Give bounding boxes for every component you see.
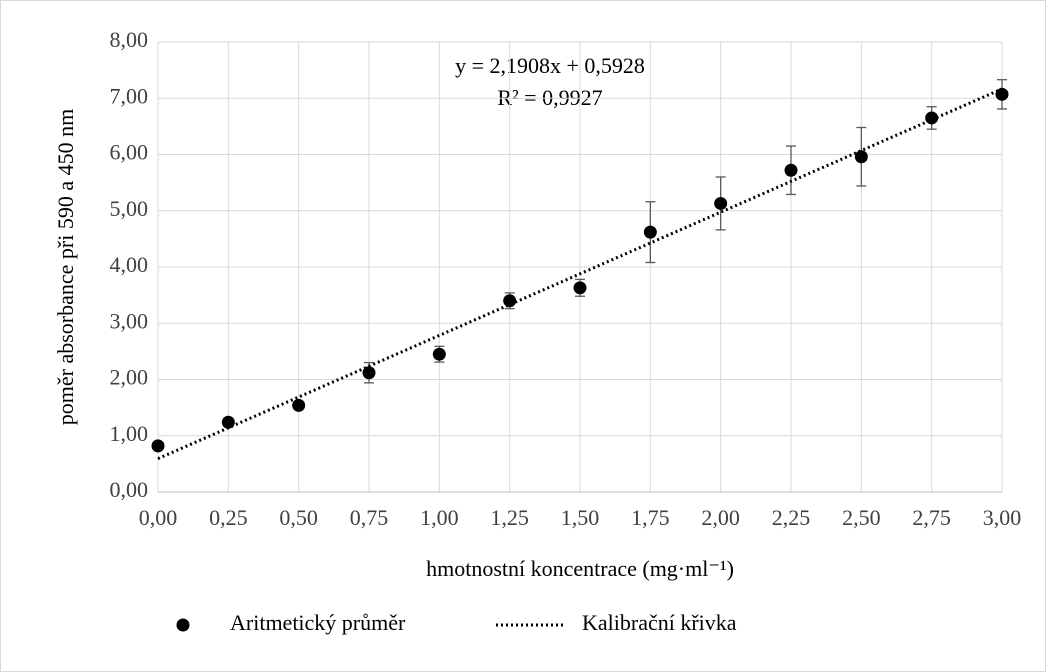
data-point (432, 347, 446, 361)
y-tick-label: 2,00 (110, 365, 149, 390)
x-tick-label: 1,50 (561, 505, 600, 530)
x-axis-label: hmotnostní koncentrace (mg·ml⁻¹) (426, 556, 734, 581)
data-point (503, 294, 517, 308)
y-tick-label: 5,00 (110, 196, 149, 221)
y-axis-label: poměr absorbance při 590 a 450 nm (53, 109, 78, 425)
data-point (292, 398, 306, 412)
trendline (157, 87, 1003, 461)
data-point (925, 111, 939, 125)
data-point (714, 196, 728, 210)
data-point (643, 225, 657, 239)
y-tick-label: 1,00 (110, 421, 149, 446)
x-tick-label: 0,50 (279, 505, 318, 530)
x-tick-label: 1,25 (490, 505, 529, 530)
y-tick-label: 6,00 (110, 140, 149, 165)
trend-r2: R² = 0,9927 (497, 85, 602, 110)
legend-marker (176, 618, 190, 632)
x-tick-label: 2,25 (772, 505, 811, 530)
x-tick-label: 3,00 (983, 505, 1022, 530)
data-point (151, 439, 165, 453)
legend-label: Aritmetický průměr (230, 610, 406, 635)
y-tick-label: 4,00 (110, 252, 149, 277)
trend-equation: y = 2,1908x + 0,5928 (455, 53, 645, 78)
x-tick-label: 0,25 (209, 505, 248, 530)
y-tick-label: 3,00 (110, 308, 149, 333)
data-point (784, 163, 798, 177)
x-tick-label: 2,00 (701, 505, 740, 530)
y-tick-label: 8,00 (110, 27, 149, 52)
x-tick-label: 1,75 (631, 505, 670, 530)
x-tick-label: 2,75 (912, 505, 951, 530)
x-tick-label: 0,75 (350, 505, 389, 530)
y-tick-label: 0,00 (110, 477, 149, 502)
legend-label: Kalibrační křivka (582, 610, 737, 635)
data-point (573, 281, 587, 295)
x-tick-label: 1,00 (420, 505, 459, 530)
data-point (995, 87, 1009, 101)
y-tick-label: 7,00 (110, 83, 149, 108)
x-tick-label: 0,00 (139, 505, 178, 530)
data-point (854, 150, 868, 164)
x-tick-label: 2,50 (842, 505, 881, 530)
data-point (362, 366, 376, 380)
